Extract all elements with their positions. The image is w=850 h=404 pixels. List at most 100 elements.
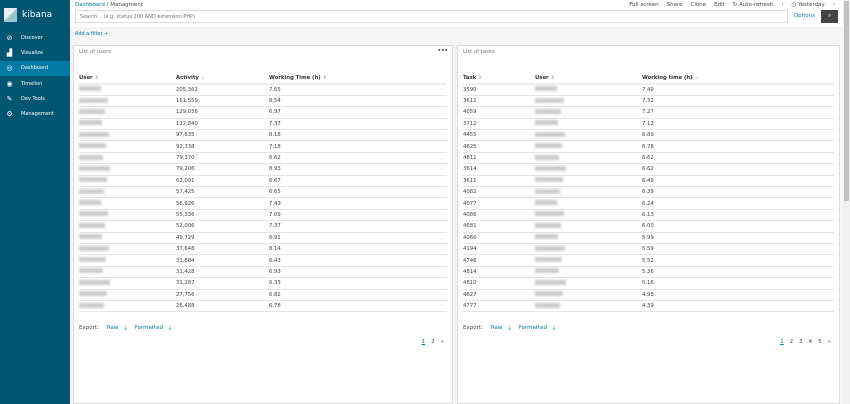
cell: 3590 xyxy=(463,84,535,96)
gear-icon: ⚙ xyxy=(6,110,13,119)
page-link[interactable]: » xyxy=(440,339,444,345)
export-raw-link[interactable]: Raw ⤓ xyxy=(490,325,511,332)
cell: 4625 xyxy=(463,140,535,153)
redacted-user xyxy=(535,234,558,240)
column-header[interactable]: User ⇕ xyxy=(79,73,176,85)
add-filter-button[interactable]: Add a filter + xyxy=(75,31,109,37)
redacted-user xyxy=(535,257,562,263)
cell: 8.14 xyxy=(269,243,447,256)
time-picker[interactable]: ◷ Yesterday xyxy=(791,2,825,8)
breadcrumb-dashboard[interactable]: Dashboard xyxy=(75,2,105,8)
clone-button[interactable]: Clone xyxy=(690,2,707,8)
auto-refresh-button[interactable]: ↻ Auto-refresh xyxy=(732,2,774,8)
page-link[interactable]: 2 xyxy=(789,339,794,345)
cell: 4777 xyxy=(463,300,535,313)
cell: 8.93 xyxy=(269,163,447,176)
sidebar-item-management[interactable]: ⚙ Management xyxy=(6,110,54,119)
kibana-logo-icon xyxy=(4,8,17,22)
options-button[interactable]: Options xyxy=(787,10,821,23)
user-cell xyxy=(535,220,642,233)
breadcrumb: Dashboard / Managment xyxy=(75,2,144,8)
export-raw-link[interactable]: Raw ⤓ xyxy=(106,325,127,332)
page-link[interactable]: 3 xyxy=(799,339,803,345)
column-header[interactable]: Working Time (h) ⇕ xyxy=(269,73,447,85)
column-header[interactable]: User ⇕ xyxy=(535,73,642,85)
table-row: 4625 6.78 xyxy=(463,140,834,153)
time-next-button[interactable]: › xyxy=(832,2,835,8)
cell: 4194 xyxy=(463,243,535,256)
cell: 3612 xyxy=(463,95,535,108)
cell: 52,006 xyxy=(176,220,269,233)
export-formatted-link[interactable]: Formatted ⤓ xyxy=(518,325,556,332)
user-cell xyxy=(535,197,642,210)
cell: 4810 xyxy=(463,277,535,290)
search-input[interactable] xyxy=(75,10,788,23)
search-icon: ⌕ xyxy=(827,13,832,19)
cell: 6.24 xyxy=(642,197,834,210)
sidebar-item-visualize[interactable]: ▟ Visualize xyxy=(6,48,44,57)
sidebar-item-dev-tools[interactable]: ✎ Dev Tools xyxy=(6,94,45,103)
breadcrumb-current: Managment xyxy=(110,2,144,8)
redacted-user xyxy=(535,165,566,171)
user-cell xyxy=(535,300,642,313)
full-screen-button[interactable]: Full screen xyxy=(629,2,659,8)
redacted-user xyxy=(79,165,110,171)
page-link[interactable]: 2 xyxy=(431,339,435,345)
search-button[interactable]: ⌕ xyxy=(821,10,838,23)
cell: 6.89 xyxy=(642,129,834,142)
user-cell xyxy=(79,163,176,176)
page-link[interactable]: 1 xyxy=(421,339,426,345)
cell: 7.18 xyxy=(269,140,447,153)
table-row: 4746 5.52 xyxy=(463,254,834,267)
sidebar-item-dashboard[interactable]: ◎ Dashboard xyxy=(0,60,70,76)
share-button[interactable]: Share xyxy=(666,2,683,8)
redacted-user xyxy=(535,108,561,114)
table-row: 3611 6.49 xyxy=(463,175,834,188)
table-row: 4194 5.59 xyxy=(463,243,834,256)
sidebar-item-timelion[interactable]: ◉ Timelion xyxy=(6,79,43,88)
page-link[interactable]: 1 xyxy=(780,339,784,345)
table-row: 4681 6.00 xyxy=(463,220,834,233)
redacted-user xyxy=(535,245,565,251)
cell: 79,370 xyxy=(176,152,269,165)
user-cell xyxy=(79,266,176,279)
page-link[interactable]: » xyxy=(827,339,831,345)
column-header[interactable]: Working time (h) ⌄ xyxy=(642,73,834,85)
sidebar-item-discover[interactable]: ⊘ Discover xyxy=(6,33,43,42)
table-row: 129,036 6.97 xyxy=(79,106,447,119)
table-row: 3614 6.62 xyxy=(463,163,834,176)
table-row: 52,006 7.37 xyxy=(79,220,447,233)
cell: 97,635 xyxy=(176,129,269,142)
cell: 62,091 xyxy=(176,175,269,188)
refresh-icon: ↻ xyxy=(732,2,738,8)
user-cell xyxy=(535,186,642,199)
table-row: 3712 7.12 xyxy=(463,118,834,131)
column-header[interactable]: Activity ⌄ xyxy=(176,73,269,85)
table-row: 57,425 6.65 xyxy=(79,186,447,199)
table-row: 31,428 6.93 xyxy=(79,266,447,279)
top-menu: Full screen Share Clone Edit ↻ Auto-refr… xyxy=(629,2,835,8)
redacted-user xyxy=(79,188,104,194)
data-table: User ⇕ Activity ⌄ Working Time (h) ⇕ 205,36… xyxy=(79,73,447,313)
cell: 7.09 xyxy=(269,209,447,222)
sort-icon: ⌄ xyxy=(200,75,206,81)
export-formatted-link[interactable]: Formatted ⤓ xyxy=(134,325,172,332)
user-cell xyxy=(79,95,176,108)
panel-menu-icon[interactable]: ••• xyxy=(437,48,448,54)
redacted-user xyxy=(535,291,563,297)
column-header[interactable]: Task ⇕ xyxy=(463,73,535,85)
cell: 5.36 xyxy=(642,266,834,279)
scrollbar[interactable] xyxy=(843,0,850,404)
kibana-logo[interactable]: kibana xyxy=(0,0,70,30)
redacted-user xyxy=(79,131,109,137)
redacted-user xyxy=(535,302,560,308)
cell: 7.32 xyxy=(642,95,834,108)
page-link[interactable]: 4 xyxy=(808,339,813,345)
sidebar: kibana ⊘ Discover ▟ Visualize ◎ Dashboard ◉ Tim… xyxy=(0,0,70,404)
user-cell xyxy=(535,95,642,108)
page-link[interactable]: 5 xyxy=(818,339,822,345)
edit-button[interactable]: Edit xyxy=(714,2,725,8)
user-cell xyxy=(79,232,176,244)
time-prev-button[interactable]: ‹ xyxy=(781,2,784,8)
redacted-user xyxy=(79,234,102,240)
